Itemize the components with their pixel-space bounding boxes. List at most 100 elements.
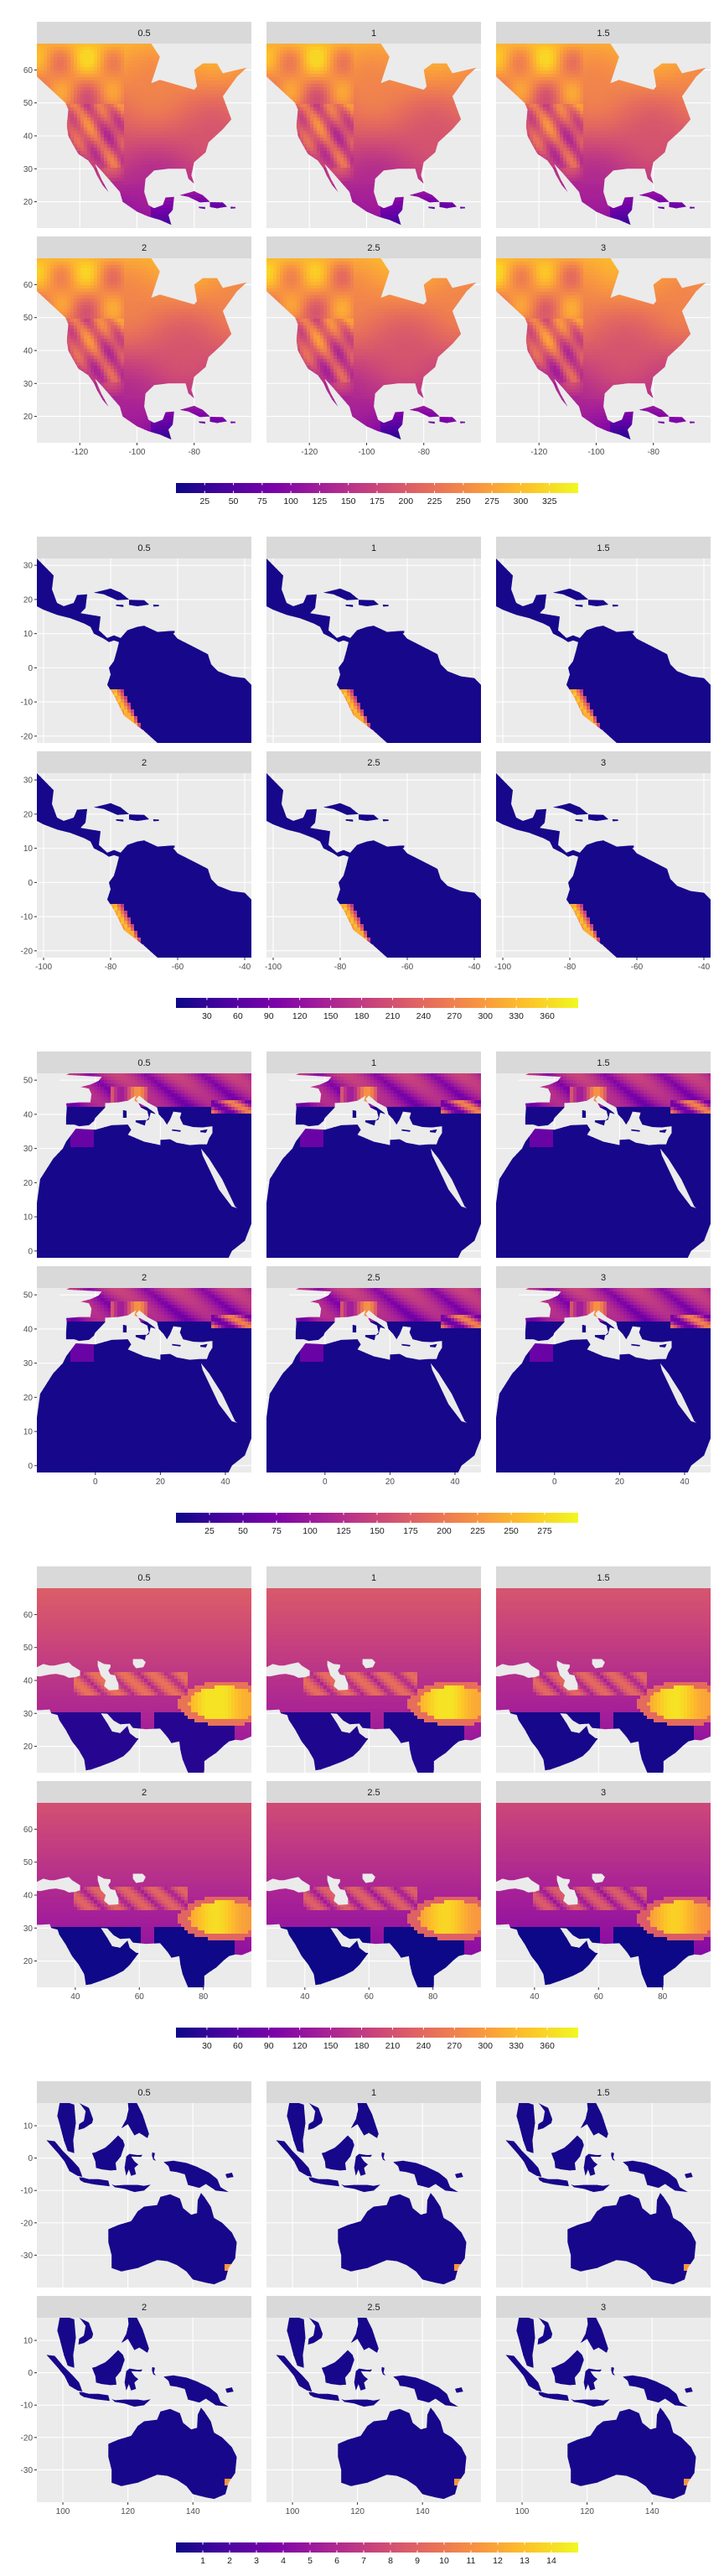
y-tick-label: 30 [23, 776, 34, 786]
legend-label: 300 [478, 2041, 493, 2051]
x-tick-label: 0 [323, 1478, 328, 1487]
legend-label: 75 [272, 1526, 282, 1536]
legend-label: 100 [283, 496, 298, 506]
legend-label: 90 [264, 2041, 274, 2051]
y-tick-label: 40 [23, 1110, 34, 1119]
x-tick-label: -120 [530, 448, 547, 457]
x-tick-label: -60 [172, 963, 184, 972]
legend-label: 150 [370, 1526, 385, 1536]
x-tick-label: 40 [220, 1478, 230, 1487]
x-tick-label: 120 [350, 2507, 365, 2516]
x-tick-label: -80 [105, 963, 117, 972]
x-tick-label: 100 [56, 2507, 70, 2516]
y-tick-label: -20 [21, 732, 34, 741]
y-tick-label: 10 [23, 1213, 34, 1223]
legend-label: 120 [292, 2041, 308, 2051]
facet-label: 2 [142, 2303, 147, 2313]
facet-label: 1 [371, 1058, 376, 1068]
legend-label: 7 [361, 2556, 366, 2566]
colorbar [176, 998, 578, 1008]
facet-label: 0.5 [137, 543, 150, 553]
legend-label: 200 [437, 1526, 452, 1536]
x-tick-label: -80 [418, 448, 431, 457]
legend-label: 60 [233, 2041, 243, 2051]
x-tick-label: -80 [334, 963, 347, 972]
y-tick-label: 0 [28, 664, 33, 673]
y-tick-label: 50 [23, 1291, 34, 1301]
legend-label: 250 [456, 496, 471, 506]
legend-label: 120 [292, 1011, 308, 1021]
legend-label: 75 [257, 496, 267, 506]
legend-label: 225 [427, 496, 442, 506]
y-tick-label: 40 [23, 347, 34, 356]
legend-label: 275 [484, 496, 499, 506]
x-tick-label: -40 [468, 963, 481, 972]
legend-label: 60 [233, 1011, 243, 1021]
legend-colorbar: 30 60 90 120 150 180 210 240 270 300 330 360 [176, 998, 578, 1021]
y-tick-label: 30 [23, 1145, 34, 1154]
legend-label: 330 [509, 1011, 524, 1021]
legend-label: 180 [354, 1011, 370, 1021]
y-tick-label: 40 [23, 1892, 34, 1901]
x-tick-label: 120 [580, 2507, 594, 2516]
y-tick-label: -30 [21, 2466, 34, 2475]
x-tick-label: 20 [615, 1478, 625, 1487]
y-tick-label: 30 [23, 165, 34, 174]
legend-label: 150 [323, 1011, 339, 1021]
y-tick-label: 20 [23, 1179, 34, 1188]
y-tick-label: 20 [23, 595, 34, 605]
legend-label: 25 [204, 1526, 215, 1536]
x-tick-label: -100 [494, 963, 511, 972]
facet-label: 3 [601, 2303, 606, 2313]
y-tick-label: 10 [23, 630, 34, 639]
x-tick-label: 100 [286, 2507, 300, 2516]
facet-label: 1.5 [597, 29, 609, 39]
x-tick-label: 20 [156, 1478, 166, 1487]
facet-label: 1.5 [597, 1058, 609, 1068]
facet-label: 3 [601, 243, 606, 253]
legend-label: 2 [227, 2556, 232, 2566]
x-tick-label: -100 [35, 963, 52, 972]
legend-label: 8 [388, 2556, 393, 2566]
facet-label: 0.5 [137, 1058, 150, 1068]
legend-label: 360 [540, 1011, 555, 1021]
y-tick-label: 20 [23, 1394, 34, 1403]
x-tick-label: 0 [93, 1478, 98, 1487]
legend-label: 175 [370, 496, 385, 506]
facet-label: 1 [371, 543, 376, 553]
x-tick-label: -100 [128, 448, 145, 457]
facet-panel: 2.540 60 80 [266, 1781, 482, 2002]
x-tick-label: 40 [450, 1478, 460, 1487]
y-tick-label: 0 [28, 1247, 33, 1256]
y-tick-label: 20 [23, 198, 34, 207]
x-tick-label: 40 [680, 1478, 690, 1487]
facet-label: 1.5 [597, 543, 609, 553]
legend-label: 180 [354, 2041, 370, 2051]
y-tick-label: 10 [23, 1428, 34, 1437]
facet-label: 1.5 [597, 2088, 609, 2098]
facet-panel: 30 20 40 [496, 1266, 711, 1487]
y-tick-label: 40 [23, 1677, 34, 1686]
legend-label: 210 [385, 1011, 401, 1021]
x-tick-label: -100 [358, 448, 375, 457]
facet-label: 2.5 [367, 2303, 380, 2313]
legend-label: 300 [478, 1011, 493, 1021]
y-tick-label: -20 [21, 2219, 34, 2228]
facet-label: 1 [371, 2088, 376, 2098]
x-tick-label: -80 [189, 448, 201, 457]
x-tick-label: 80 [199, 1992, 209, 2002]
facet-panel: 1.5 [496, 1052, 711, 1259]
legend-label: 275 [537, 1526, 552, 1536]
facet-panel: 3-100 -80 -60 -40 [494, 751, 711, 972]
legend-label: 30 [202, 2041, 212, 2051]
y-tick-label: 40 [23, 1325, 34, 1334]
x-tick-label: -60 [631, 963, 644, 972]
